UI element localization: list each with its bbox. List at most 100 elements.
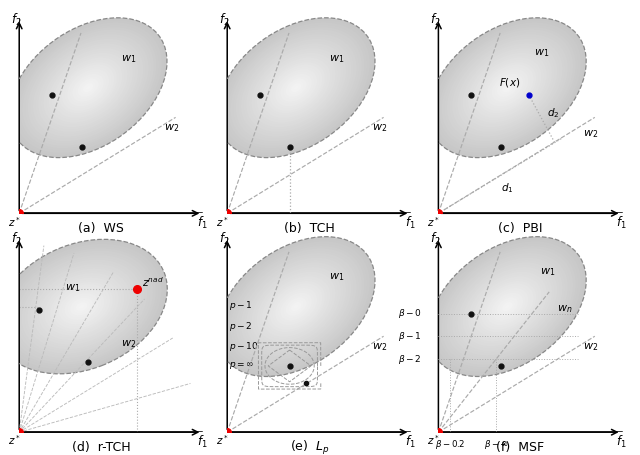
Ellipse shape [499,81,515,96]
Text: $\beta - 0.2$: $\beta - 0.2$ [435,437,465,450]
Text: $w_2$: $w_2$ [121,337,136,349]
Ellipse shape [75,77,101,100]
Ellipse shape [230,249,362,365]
Ellipse shape [1,244,161,369]
Ellipse shape [455,260,560,354]
Ellipse shape [241,258,351,356]
Ellipse shape [259,56,333,121]
Ellipse shape [218,237,375,377]
Ellipse shape [273,68,320,110]
Ellipse shape [225,26,367,151]
Ellipse shape [442,249,573,365]
Ellipse shape [70,298,93,316]
Ellipse shape [56,287,108,327]
Ellipse shape [431,239,584,374]
Ellipse shape [502,302,513,312]
Ellipse shape [434,242,581,372]
Ellipse shape [505,86,510,91]
Text: $f_1$: $f_1$ [616,432,627,449]
Ellipse shape [494,295,520,318]
Text: $w_1$: $w_1$ [65,282,81,293]
Ellipse shape [60,63,117,114]
Text: $z^*$: $z^*$ [427,433,440,446]
Text: $z^{nad}$: $z^{nad}$ [142,274,164,288]
Text: $f_2$: $f_2$ [11,230,22,246]
Ellipse shape [223,23,370,154]
Ellipse shape [264,61,328,116]
Ellipse shape [452,258,563,356]
Ellipse shape [449,37,565,140]
Ellipse shape [442,30,573,147]
Ellipse shape [484,68,531,110]
Ellipse shape [65,68,112,110]
Ellipse shape [275,288,317,325]
Ellipse shape [10,19,167,158]
Text: $f_2$: $f_2$ [430,230,441,246]
Ellipse shape [481,283,534,330]
Ellipse shape [25,33,151,144]
Ellipse shape [436,26,579,151]
Ellipse shape [28,264,136,349]
Text: (a)  WS: (a) WS [78,221,124,234]
Text: $w_2$: $w_2$ [583,341,598,353]
Ellipse shape [439,247,576,367]
Text: $\beta - 1$: $\beta - 1$ [398,329,422,342]
Ellipse shape [61,291,102,323]
Ellipse shape [36,271,127,343]
Ellipse shape [470,56,544,121]
Ellipse shape [79,305,84,309]
Ellipse shape [278,291,314,323]
Ellipse shape [0,240,167,374]
Ellipse shape [499,300,515,314]
Ellipse shape [473,58,541,119]
Ellipse shape [19,258,145,356]
Text: $w_2$: $w_2$ [372,341,387,353]
Ellipse shape [86,86,91,91]
Ellipse shape [449,256,565,358]
Ellipse shape [236,35,356,142]
Ellipse shape [59,289,104,325]
Ellipse shape [285,79,307,98]
Ellipse shape [36,42,141,135]
Ellipse shape [502,84,513,93]
Text: $f_2$: $f_2$ [11,12,22,28]
Ellipse shape [455,42,560,135]
Ellipse shape [83,84,93,93]
Ellipse shape [497,79,518,98]
Ellipse shape [294,304,299,309]
Ellipse shape [476,61,539,116]
Ellipse shape [16,255,147,359]
Ellipse shape [12,21,164,156]
Text: $f_1$: $f_1$ [196,214,207,230]
Text: $d_1$: $d_1$ [501,181,514,194]
Ellipse shape [17,26,159,151]
Text: $d_2$: $d_2$ [547,106,559,120]
Text: (c)  PBI: (c) PBI [498,221,543,234]
Ellipse shape [41,47,136,131]
Ellipse shape [486,288,529,325]
Ellipse shape [436,244,579,369]
Ellipse shape [65,293,99,320]
Ellipse shape [20,28,157,149]
Ellipse shape [489,72,525,105]
Text: $\beta - 0$: $\beta - 0$ [398,307,422,319]
Text: $f_1$: $f_1$ [404,432,415,449]
Ellipse shape [484,286,531,328]
Ellipse shape [492,75,523,102]
Ellipse shape [479,63,536,114]
Text: $f_1$: $f_1$ [404,214,415,230]
Ellipse shape [268,63,325,114]
Ellipse shape [254,270,338,344]
Ellipse shape [489,291,525,323]
Ellipse shape [22,260,141,354]
Ellipse shape [285,298,307,316]
Ellipse shape [53,284,110,329]
Ellipse shape [46,51,130,126]
Ellipse shape [294,86,299,91]
Ellipse shape [264,279,328,335]
Text: (d)  r-TCH: (d) r-TCH [72,440,131,453]
Ellipse shape [252,268,341,346]
Ellipse shape [76,303,87,311]
Text: $f_2$: $f_2$ [219,12,230,28]
Ellipse shape [49,54,127,123]
